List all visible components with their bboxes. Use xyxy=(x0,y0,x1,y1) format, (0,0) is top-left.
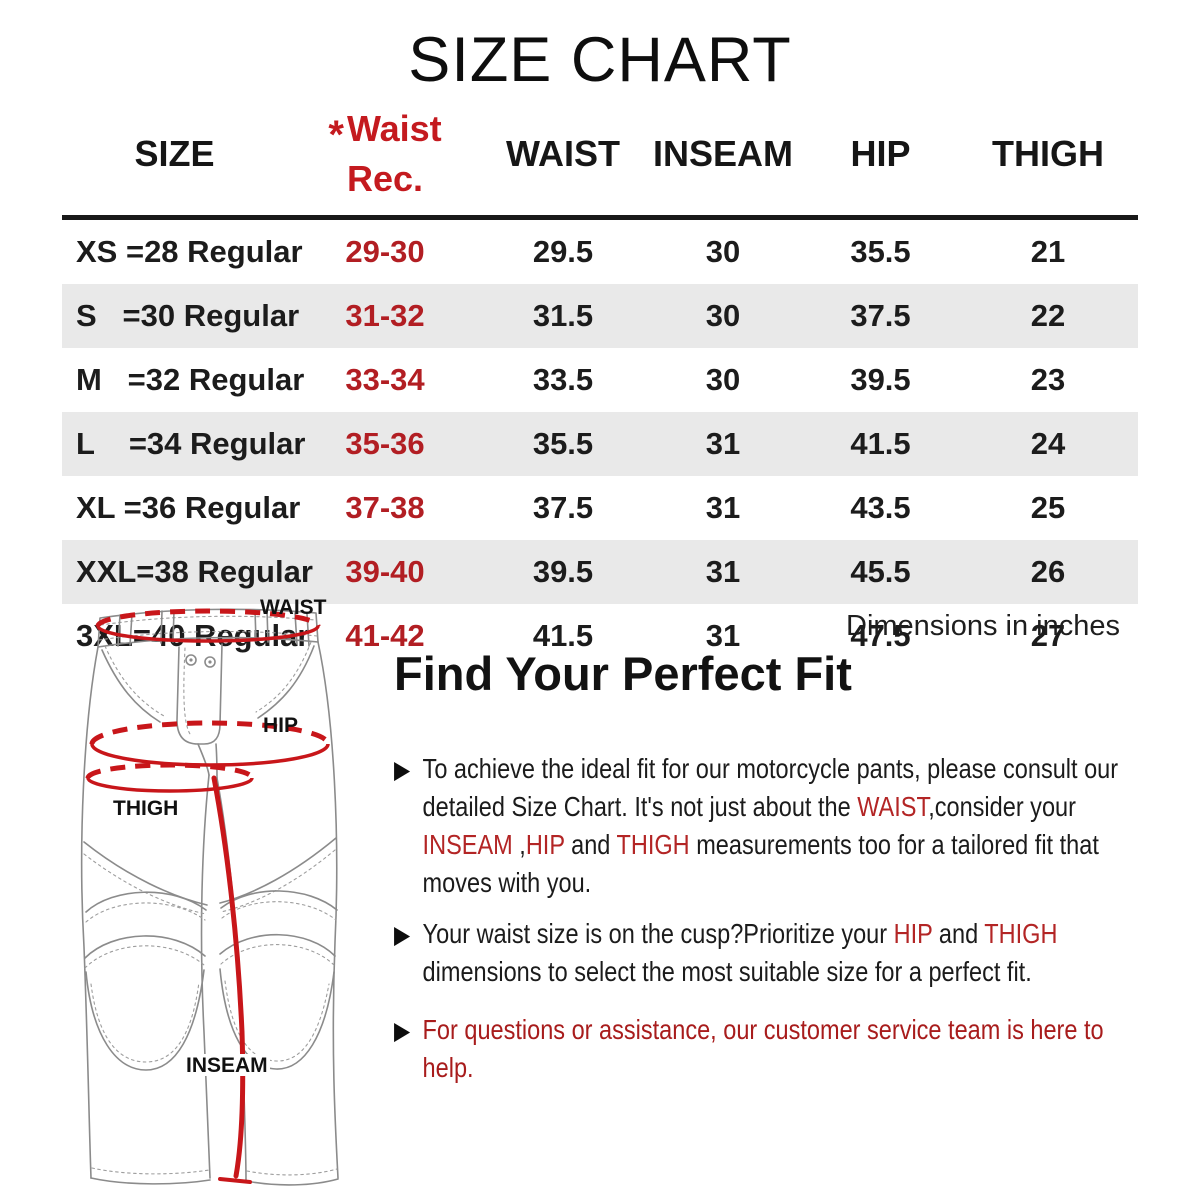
cell-waist: 33.5 xyxy=(532,362,594,397)
size-table: SIZE *Waist Rec. WAIST INSEAM HIP THIGH … xyxy=(62,108,1138,668)
cell-waist-rec: 41-42 xyxy=(345,618,425,653)
cell-inseam: 31 xyxy=(705,490,741,525)
table-row: L =34 Regular 35-36 35.5 31 41.5 24 xyxy=(62,412,1138,476)
bullet-arrow-icon: ▶ xyxy=(394,756,411,784)
table-row: M =32 Regular 33-34 33.5 30 39.5 23 xyxy=(62,348,1138,412)
hip-label: HIP xyxy=(263,714,298,737)
col-header-inseam: INSEAM xyxy=(643,108,803,220)
cell-thigh: 24 xyxy=(1030,426,1066,461)
cell-size: M =32 Regular xyxy=(76,362,305,397)
cell-waist-rec: 37-38 xyxy=(345,490,425,525)
cell-hip: 43.5 xyxy=(850,490,911,525)
pants-outline xyxy=(80,608,339,1186)
cell-waist-rec: 39-40 xyxy=(345,554,425,589)
cell-waist: 29.5 xyxy=(532,234,594,269)
hip-measure-ellipse xyxy=(89,720,331,745)
bullet-text: To achieve the ideal fit for our motorcy… xyxy=(422,753,1119,898)
cell-waist: 39.5 xyxy=(532,554,594,589)
cell-size: XXL=38 Regular xyxy=(76,554,313,589)
fit-bullet: ▶ For questions or assistance, our custo… xyxy=(394,1011,1137,1087)
thigh-measure-ellipse xyxy=(85,762,255,779)
col-header-waist: WAIST xyxy=(483,108,643,220)
inseam-measure-line xyxy=(211,775,246,1179)
cell-thigh: 23 xyxy=(1030,362,1066,397)
cell-waist: 31.5 xyxy=(532,298,594,333)
cell-thigh: 25 xyxy=(1030,490,1066,525)
cell-size: L =34 Regular xyxy=(76,426,306,461)
table-row: XS =28 Regular 29-30 29.5 30 35.5 21 xyxy=(62,218,1138,285)
diagram-labels: WAIST HIP THIGH INSEAM xyxy=(113,596,327,1077)
cell-waist-rec: 33-34 xyxy=(345,362,425,397)
col-header-size: SIZE xyxy=(62,108,287,220)
cell-hip: 37.5 xyxy=(850,298,911,333)
cell-waist-rec: 29-30 xyxy=(345,234,425,269)
cell-size: XL =36 Regular xyxy=(76,490,301,525)
asterisk-icon: * xyxy=(328,113,344,157)
cell-inseam: 30 xyxy=(705,298,741,333)
bullet-text: Your waist size is on the cusp?Prioritiz… xyxy=(422,918,1058,987)
table-row: XL =36 Regular 37-38 37.5 31 43.5 25 xyxy=(62,476,1138,540)
cell-inseam: 31 xyxy=(705,554,741,589)
page-title: SIZE CHART xyxy=(408,25,792,95)
cell-thigh: 21 xyxy=(1030,234,1066,269)
cell-size: S =30 Regular xyxy=(76,298,300,333)
cell-waist: 35.5 xyxy=(532,426,594,461)
fit-bullet: ▶ To achieve the ideal fit for our motor… xyxy=(394,750,1137,902)
col-header-waist-rec: *Waist Rec. xyxy=(287,108,483,220)
cell-waist-rec: 31-32 xyxy=(345,298,425,333)
cell-thigh: 22 xyxy=(1030,298,1066,333)
col-header-waist-rec-label: Waist Rec. xyxy=(346,108,442,199)
cell-thigh: 26 xyxy=(1030,554,1066,589)
table-row: S =30 Regular 31-32 31.5 30 37.5 22 xyxy=(62,284,1138,348)
inseam-label: INSEAM xyxy=(186,1054,268,1077)
cell-inseam: 31 xyxy=(705,618,741,653)
cell-waist: 37.5 xyxy=(532,490,594,525)
measurement-lines xyxy=(85,608,331,1184)
fit-guide-heading: Find Your Perfect Fit xyxy=(394,647,852,700)
cell-hip: 47.5 xyxy=(850,618,911,653)
bullet-arrow-icon: ▶ xyxy=(394,921,411,949)
waist-label: WAIST xyxy=(260,596,327,619)
cell-hip: 41.5 xyxy=(850,426,911,461)
thigh-label: THIGH xyxy=(113,797,178,820)
cell-hip: 45.5 xyxy=(850,554,911,589)
fit-bullet: ▶ Your waist size is on the cusp?Priorit… xyxy=(394,915,1137,991)
cell-hip: 39.5 xyxy=(850,362,911,397)
bullet-text: For questions or assistance, our custome… xyxy=(422,1014,1104,1083)
table-row: 3XL=40 Regular 41-42 41.5 31 47.5 27 xyxy=(62,604,1138,668)
cell-waist: 41.5 xyxy=(532,618,594,653)
fit-guide-bullets: ▶ To achieve the ideal fit for our motor… xyxy=(394,750,1137,1087)
units-note: Dimensions in inches xyxy=(846,610,1121,642)
header-row: SIZE *Waist Rec. WAIST INSEAM HIP THIGH xyxy=(62,108,1138,220)
cell-inseam: 30 xyxy=(705,234,741,269)
cell-inseam: 30 xyxy=(705,362,741,397)
pants-measurement-diagram: WAIST HIP THIGH INSEAM xyxy=(80,596,339,1186)
col-header-hip: HIP xyxy=(803,108,958,220)
table-row: XXL=38 Regular 39-40 39.5 31 45.5 26 xyxy=(62,540,1138,604)
waist-measure-ellipse xyxy=(95,608,321,627)
cell-waist-rec: 35-36 xyxy=(345,426,425,461)
bullet-arrow-icon: ▶ xyxy=(394,1017,411,1045)
cell-inseam: 31 xyxy=(705,426,741,461)
cell-size: XS =28 Regular xyxy=(76,234,303,269)
cell-hip: 35.5 xyxy=(850,234,911,269)
col-header-thigh: THIGH xyxy=(958,108,1138,220)
cell-thigh: 27 xyxy=(1030,618,1066,653)
